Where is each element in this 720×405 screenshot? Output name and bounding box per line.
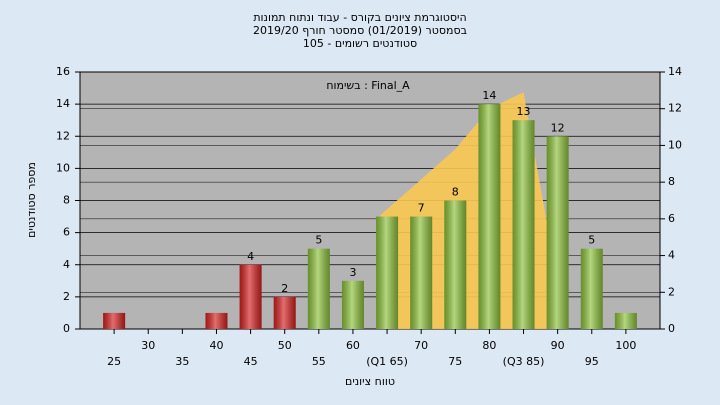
bar-shade <box>512 120 535 329</box>
x-tick-label: 50 <box>278 339 292 352</box>
x-axis-label: טווח ציונים <box>345 375 395 388</box>
value-label: 7 <box>418 202 425 215</box>
bar-shade <box>273 296 296 329</box>
value-label: 3 <box>349 266 356 279</box>
y2-tick-label: 6 <box>668 212 675 225</box>
y-tick-label: 6 <box>63 226 70 239</box>
x-tick-label: 95 <box>585 355 599 368</box>
bar-shade <box>580 248 603 329</box>
value-label: 14 <box>482 89 496 102</box>
x-tick-label: (Q1 65) <box>366 355 408 368</box>
value-label: 4 <box>247 250 254 263</box>
value-label: 8 <box>452 186 459 199</box>
x-tick-label: 100 <box>615 339 636 352</box>
annotation: בשימוח : Final_A <box>326 79 410 92</box>
bar-shade <box>341 280 364 329</box>
bar-shade <box>205 312 228 329</box>
y2-tick-label: 12 <box>668 102 682 115</box>
value-label: 2 <box>281 282 288 295</box>
bar-shade <box>376 216 399 329</box>
x-tick-label: 75 <box>448 355 462 368</box>
y2-tick-label: 4 <box>668 249 675 262</box>
y2-tick-label: 14 <box>668 65 682 78</box>
value-label: 5 <box>315 234 322 247</box>
y-axis-label: מספר סטודנטים <box>25 162 38 238</box>
value-label: 13 <box>517 105 531 118</box>
x-tick-label: 40 <box>209 339 223 352</box>
bar-shade <box>239 264 262 329</box>
title-line: בסמסטר (01/2019) סמסטר חורף 2019/20 <box>253 24 467 37</box>
x-tick-label: 55 <box>312 355 326 368</box>
x-tick-label: 80 <box>482 339 496 352</box>
y-tick-label: 10 <box>56 161 70 174</box>
y2-tick-label: 0 <box>668 322 675 335</box>
bar-shade <box>614 312 637 329</box>
title-line: סטודנטים רשומים - 105 <box>303 37 417 50</box>
y2-tick-label: 8 <box>668 175 675 188</box>
x-tick-label: 30 <box>141 339 155 352</box>
x-tick-label: 60 <box>346 339 360 352</box>
bar-shade <box>410 216 433 329</box>
y-tick-label: 2 <box>63 290 70 303</box>
y2-tick-label: 10 <box>668 138 682 151</box>
x-tick-label: 35 <box>175 355 189 368</box>
title-line: היסטוגרמת ציונים בקורס - עבוד ונתוח תמונ… <box>253 11 466 24</box>
y-tick-label: 12 <box>56 129 70 142</box>
bar-shade <box>478 104 501 329</box>
y-tick-label: 4 <box>63 258 70 271</box>
y-tick-label: 16 <box>56 65 70 78</box>
x-tick-label: 90 <box>551 339 565 352</box>
y2-tick-label: 2 <box>668 285 675 298</box>
value-label: 12 <box>551 121 565 134</box>
x-tick-label: (Q3 85) <box>503 355 545 368</box>
y-tick-label: 0 <box>63 322 70 335</box>
bar-shade <box>444 200 467 329</box>
x-tick-label: 70 <box>414 339 428 352</box>
value-label: 5 <box>588 234 595 247</box>
x-tick-label: 25 <box>107 355 121 368</box>
y-tick-label: 8 <box>63 194 70 207</box>
bar-shade <box>546 136 569 329</box>
y-tick-label: 14 <box>56 97 70 110</box>
bar-shade <box>103 312 126 329</box>
x-tick-label: 45 <box>244 355 258 368</box>
bar-shade <box>307 248 330 329</box>
